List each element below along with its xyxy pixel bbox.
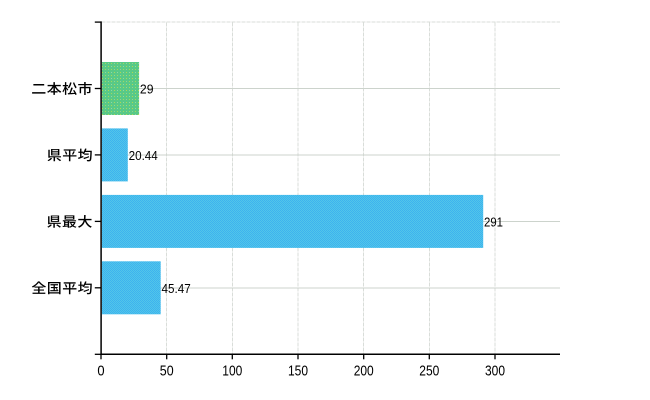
- svg-text:250: 250: [419, 362, 439, 379]
- svg-text:200: 200: [354, 362, 374, 379]
- svg-text:300: 300: [485, 362, 505, 379]
- svg-text:20.44: 20.44: [129, 148, 158, 163]
- svg-text:50: 50: [160, 362, 174, 379]
- svg-text:29: 29: [140, 82, 154, 97]
- svg-text:0: 0: [97, 362, 104, 379]
- svg-text:291: 291: [484, 215, 503, 230]
- svg-text:45.47: 45.47: [162, 281, 191, 296]
- svg-text:100: 100: [222, 362, 242, 379]
- svg-text:150: 150: [288, 362, 308, 379]
